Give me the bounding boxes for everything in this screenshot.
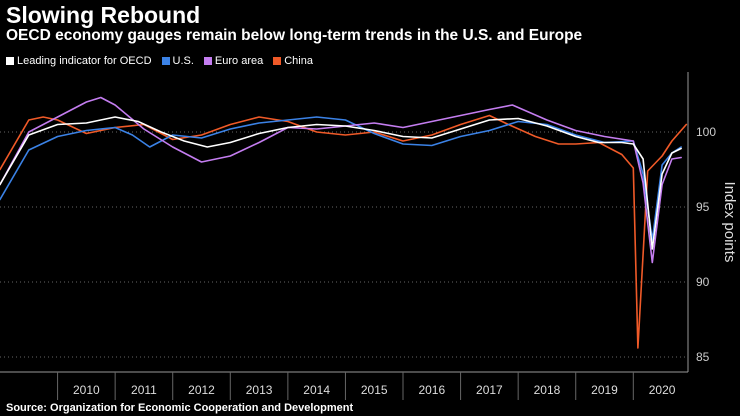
y-tick-label: 100 bbox=[696, 125, 716, 139]
legend-label-oecd: Leading indicator for OECD bbox=[17, 55, 152, 67]
series-line-leading-indicator-for-oecd bbox=[0, 116, 682, 250]
series-line-u-s- bbox=[0, 116, 682, 241]
legend-swatch-us bbox=[161, 57, 170, 65]
chart-title: Slowing Rebound bbox=[6, 2, 201, 28]
legend-label-china: China bbox=[284, 55, 313, 67]
y-axis-label: Index points bbox=[721, 182, 738, 263]
x-tick-label-2011: 2011 bbox=[131, 383, 157, 397]
x-tick-label-2016: 2016 bbox=[418, 383, 445, 397]
chart-subtitle: OECD economy gauges remain below long-te… bbox=[6, 27, 583, 44]
legend-swatch-china bbox=[273, 57, 282, 65]
x-tick-label-2013: 2013 bbox=[246, 383, 273, 397]
legend-label-us: U.S. bbox=[172, 55, 194, 67]
x-tick-label-2018: 2018 bbox=[534, 383, 561, 397]
legend-item-us: U.S. bbox=[161, 55, 194, 67]
x-tick-label-2010: 2010 bbox=[73, 383, 100, 397]
legend: Leading indicator for OECD U.S. Euro are… bbox=[6, 55, 313, 67]
x-tick-label-2019: 2019 bbox=[591, 383, 618, 397]
y-tick-label: 95 bbox=[696, 200, 710, 214]
legend-label-euro: Euro area bbox=[214, 55, 264, 67]
legend-item-euro: Euro area bbox=[203, 55, 264, 67]
x-tick-label-2014: 2014 bbox=[303, 383, 330, 397]
y-tick-label: 90 bbox=[696, 275, 710, 289]
y-tick-label: 85 bbox=[696, 350, 710, 364]
legend-item-oecd: Leading indicator for OECD bbox=[6, 55, 152, 67]
x-tick-label-2020: 2020 bbox=[649, 383, 676, 397]
legend-swatch-euro bbox=[203, 57, 212, 65]
source-note: Source: Organization for Economic Cooper… bbox=[6, 402, 354, 414]
legend-item-china: China bbox=[273, 55, 313, 67]
legend-swatch-oecd bbox=[6, 57, 14, 65]
x-tick-label-2015: 2015 bbox=[361, 383, 388, 397]
x-tick-label-2017: 2017 bbox=[476, 383, 503, 397]
x-tick-label-2012: 2012 bbox=[188, 383, 215, 397]
series-line-china bbox=[0, 114, 688, 349]
series-line-euro-area bbox=[0, 96, 682, 264]
